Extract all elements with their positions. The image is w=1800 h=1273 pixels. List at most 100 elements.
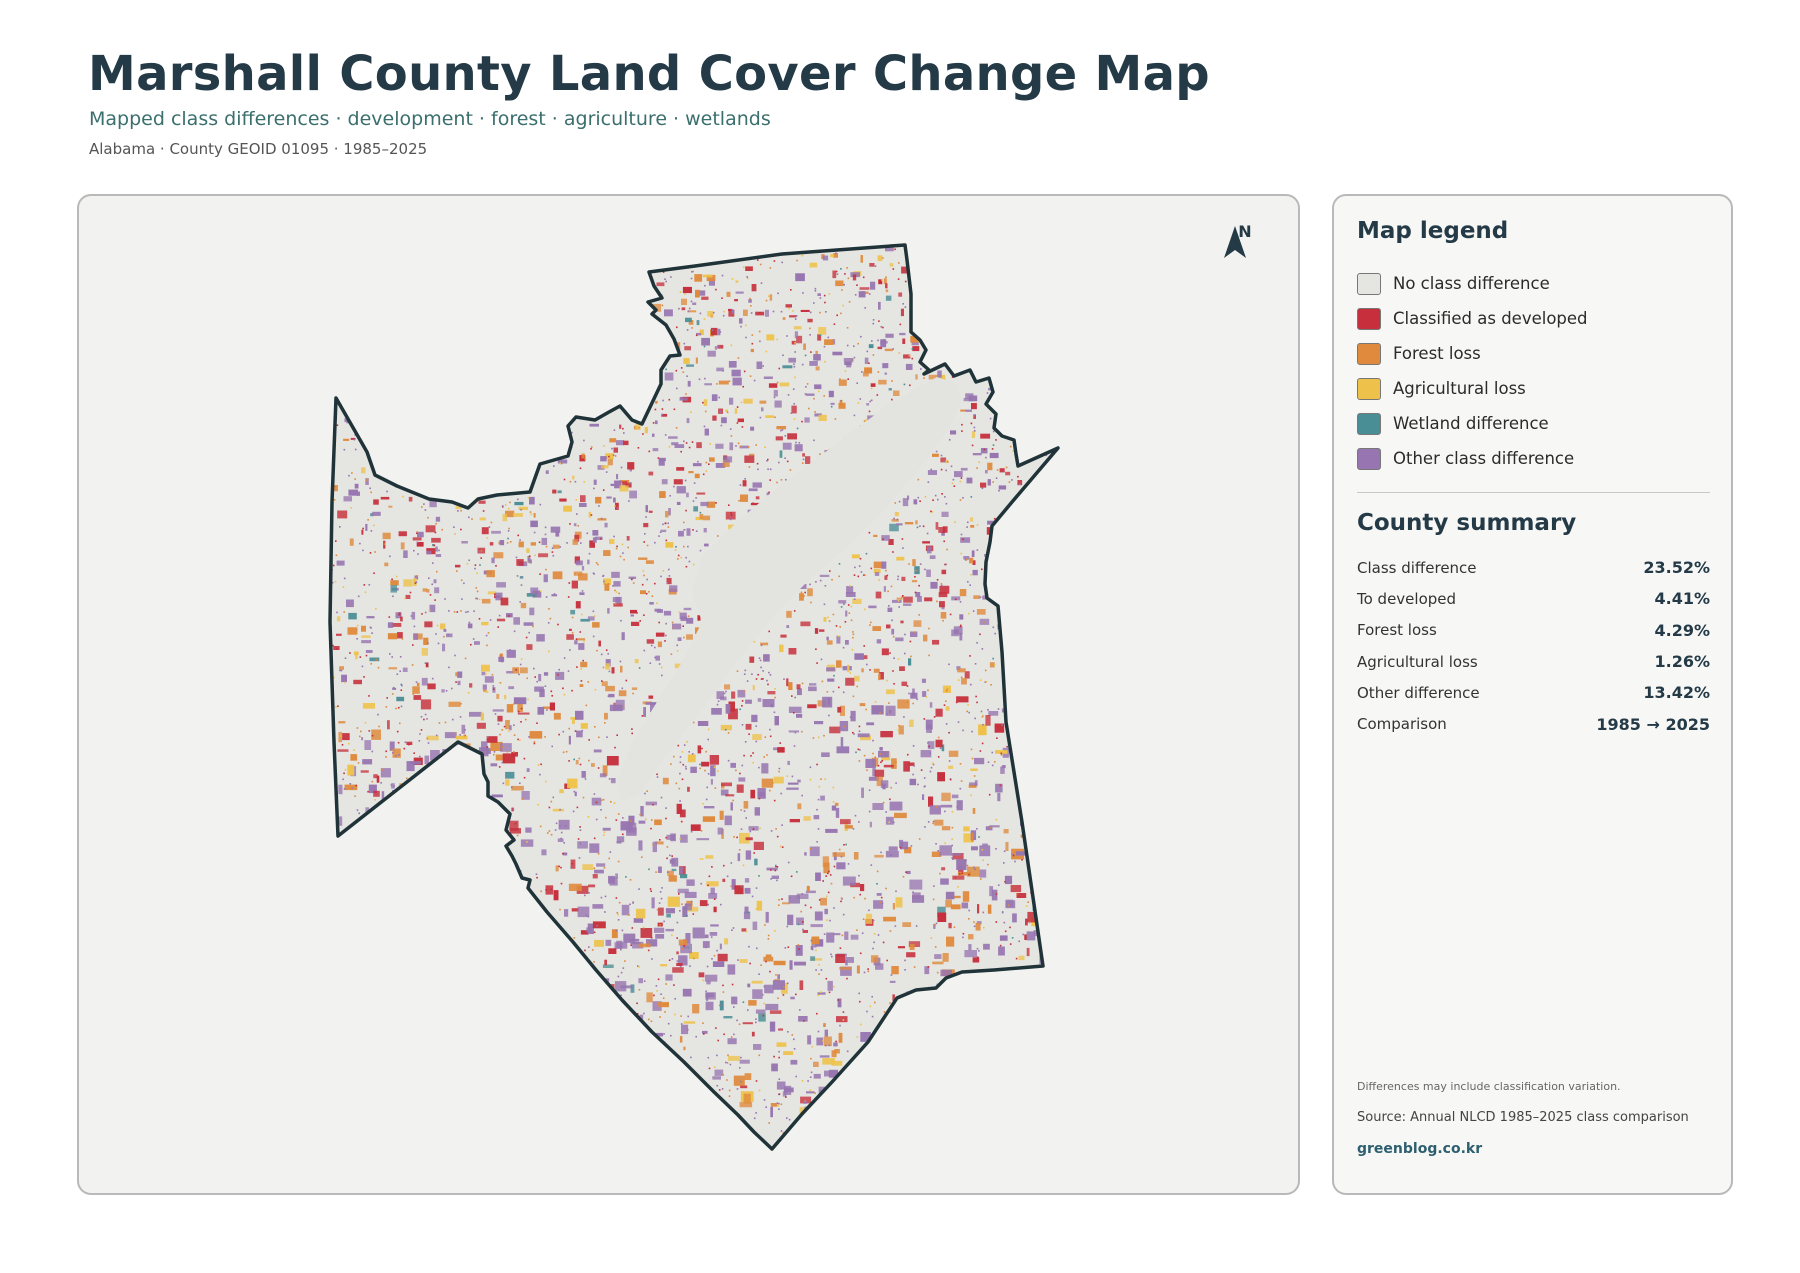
change-speck <box>803 595 805 597</box>
change-speck <box>839 947 842 949</box>
change-patch <box>677 888 689 894</box>
change-patch <box>685 933 691 944</box>
change-patch <box>684 346 691 351</box>
change-speck <box>809 311 812 314</box>
legend-swatch <box>1357 342 1381 365</box>
change-patch <box>657 907 664 916</box>
change-speck <box>763 756 765 758</box>
change-speck <box>571 689 573 692</box>
change-speck <box>742 864 745 867</box>
change-speck <box>489 619 492 621</box>
change-patch <box>645 560 654 564</box>
change-patch <box>972 569 978 576</box>
change-patch <box>621 632 625 641</box>
change-speck <box>951 482 954 485</box>
change-speck <box>798 948 800 950</box>
change-speck <box>389 555 391 558</box>
change-patch <box>605 939 612 946</box>
change-speck <box>827 872 829 875</box>
change-speck <box>576 666 578 668</box>
change-patch <box>819 629 825 632</box>
map-canvas[interactable] <box>79 196 1300 1195</box>
change-patch <box>703 515 711 521</box>
change-speck <box>575 638 578 640</box>
change-speck <box>666 582 669 584</box>
change-speck <box>660 666 663 669</box>
change-speck <box>521 798 524 800</box>
change-patch <box>500 653 504 658</box>
change-patch <box>809 262 818 268</box>
change-patch <box>884 575 888 580</box>
change-speck <box>976 524 979 526</box>
change-patch <box>903 603 912 606</box>
change-patch <box>786 678 789 687</box>
brand-link[interactable]: greenblog.co.kr <box>1357 1141 1483 1157</box>
change-patch <box>612 597 620 603</box>
change-patch <box>413 578 417 586</box>
change-patch <box>845 677 855 686</box>
change-speck <box>666 857 668 860</box>
change-speck <box>973 430 976 432</box>
map-panel[interactable]: N <box>77 194 1300 1195</box>
change-speck <box>344 768 347 771</box>
change-patch <box>552 544 560 549</box>
change-speck <box>686 375 688 377</box>
change-speck <box>731 983 734 986</box>
change-speck <box>614 455 617 457</box>
change-patch <box>652 448 659 452</box>
change-speck <box>402 495 404 498</box>
change-speck <box>579 842 582 845</box>
change-speck <box>787 946 790 948</box>
change-speck <box>625 876 627 878</box>
change-patch <box>616 836 625 843</box>
change-patch <box>731 691 736 699</box>
change-speck <box>550 888 553 891</box>
change-speck <box>490 521 493 524</box>
change-patch <box>818 327 827 335</box>
change-speck <box>566 542 568 544</box>
change-speck <box>454 732 457 734</box>
change-patch <box>668 436 678 439</box>
change-patch <box>942 953 949 962</box>
change-speck <box>435 734 438 737</box>
change-speck <box>815 581 817 583</box>
change-patch <box>725 794 735 797</box>
change-speck <box>825 977 828 980</box>
change-speck <box>757 673 759 676</box>
change-speck <box>872 319 875 321</box>
change-speck <box>558 865 560 868</box>
change-speck <box>802 928 804 931</box>
change-speck <box>730 1036 733 1038</box>
change-speck <box>551 695 553 697</box>
change-speck <box>740 1056 742 1059</box>
change-speck <box>495 565 497 567</box>
change-speck <box>645 818 647 820</box>
change-patch <box>810 956 816 961</box>
change-patch <box>817 992 826 995</box>
change-speck <box>979 750 982 752</box>
change-speck <box>914 576 916 578</box>
change-patch <box>734 299 738 302</box>
change-patch <box>613 497 616 503</box>
change-speck <box>664 640 666 642</box>
change-speck <box>503 725 506 728</box>
change-speck <box>890 585 893 588</box>
change-speck <box>1029 921 1031 924</box>
change-speck <box>683 744 686 746</box>
change-speck <box>703 345 706 348</box>
change-speck <box>768 295 770 297</box>
change-patch <box>885 289 889 293</box>
change-speck <box>650 890 652 892</box>
change-speck <box>399 670 401 672</box>
change-speck <box>576 806 579 809</box>
change-patch <box>516 559 524 566</box>
change-speck <box>859 893 861 896</box>
change-patch <box>911 580 918 583</box>
change-speck <box>929 770 932 773</box>
change-patch <box>844 361 852 366</box>
change-speck <box>464 734 466 737</box>
change-patch <box>1000 766 1005 774</box>
change-speck <box>823 933 826 935</box>
change-patch <box>686 528 691 536</box>
change-speck <box>796 427 799 430</box>
